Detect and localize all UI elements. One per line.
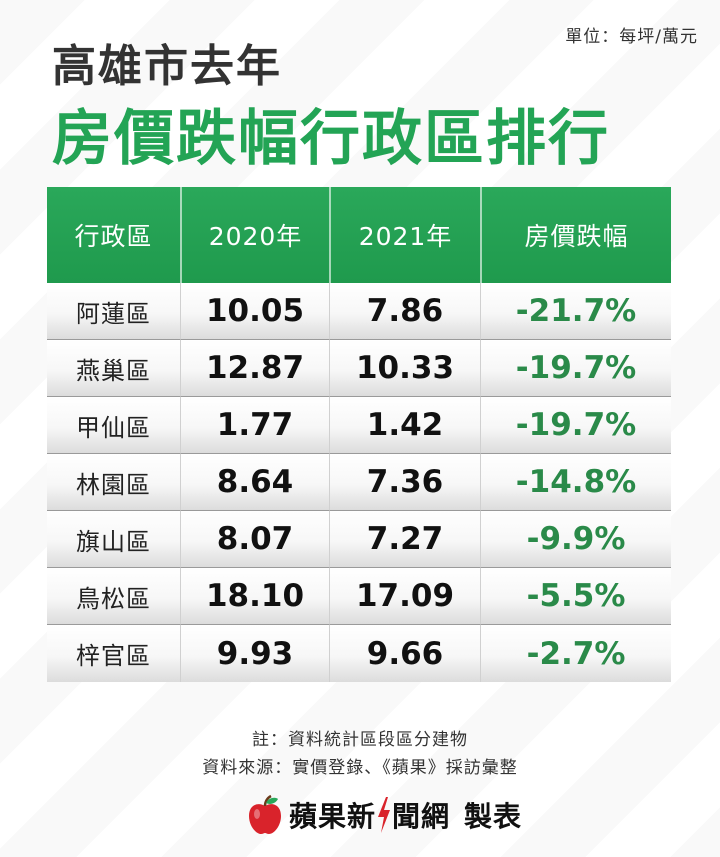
price-2021-cell: 7.86	[329, 283, 480, 340]
table-row: 鳥松區 18.10 17.09 -5.5%	[47, 568, 671, 625]
price-2020-cell: 8.64	[180, 454, 329, 511]
footnote: 註：資料統計區段區分建物	[252, 730, 468, 750]
district-cell: 鳥松區	[47, 568, 180, 625]
ranking-table: 行政區 2020年 2021年 房價跌幅 阿蓮區 10.05 7.86 -21.…	[47, 187, 671, 682]
change-cell: -2.7%	[480, 625, 671, 682]
table-header: 行政區 2020年 2021年 房價跌幅	[47, 187, 671, 283]
title-line2: 房價跌幅行政區排行	[52, 104, 610, 174]
table-row: 燕巢區 12.87 10.33 -19.7%	[47, 340, 671, 397]
district-cell: 燕巢區	[47, 340, 180, 397]
table-row: 甲仙區 1.77 1.42 -19.7%	[47, 397, 671, 454]
district-cell: 甲仙區	[47, 397, 180, 454]
change-cell: -14.8%	[480, 454, 671, 511]
district-cell: 梓官區	[47, 625, 180, 682]
brand-name-part2: 聞網	[392, 800, 451, 833]
source-note: 資料來源：實價登錄、《蘋果》採訪彙整	[202, 758, 518, 778]
lightning-bolt-icon	[378, 797, 391, 833]
made-label: 製表	[464, 800, 523, 833]
table-row: 梓官區 9.93 9.66 -2.7%	[47, 625, 671, 682]
title-line1: 高雄市去年	[52, 41, 282, 92]
brand-credit: 蘋果新 聞網 製表	[245, 790, 522, 840]
apple-logo-icon	[249, 794, 281, 834]
header-2020: 2020年	[180, 187, 329, 283]
price-2021-cell: 17.09	[329, 568, 480, 625]
price-2021-cell: 9.66	[329, 625, 480, 682]
table-row: 阿蓮區 10.05 7.86 -21.7%	[47, 283, 671, 340]
change-cell: -19.7%	[480, 397, 671, 454]
change-cell: -9.9%	[480, 511, 671, 568]
unit-label: 單位：每坪/萬元	[565, 27, 698, 47]
table-row: 林園區 8.64 7.36 -14.8%	[47, 454, 671, 511]
price-2020-cell: 1.77	[180, 397, 329, 454]
price-2020-cell: 10.05	[180, 283, 329, 340]
district-cell: 林園區	[47, 454, 180, 511]
price-2020-cell: 12.87	[180, 340, 329, 397]
change-cell: -5.5%	[480, 568, 671, 625]
change-cell: -19.7%	[480, 340, 671, 397]
price-2020-cell: 8.07	[180, 511, 329, 568]
header-2021: 2021年	[329, 187, 480, 283]
price-2020-cell: 9.93	[180, 625, 329, 682]
header-change: 房價跌幅	[480, 187, 671, 283]
change-cell: -21.7%	[480, 283, 671, 340]
header-district: 行政區	[47, 187, 180, 283]
district-cell: 阿蓮區	[47, 283, 180, 340]
table-row: 旗山區 8.07 7.27 -9.9%	[47, 511, 671, 568]
price-2021-cell: 10.33	[329, 340, 480, 397]
price-2021-cell: 7.36	[329, 454, 480, 511]
price-2021-cell: 1.42	[329, 397, 480, 454]
price-2021-cell: 7.27	[329, 511, 480, 568]
brand-name-part1: 蘋果新	[289, 800, 377, 833]
district-cell: 旗山區	[47, 511, 180, 568]
price-2020-cell: 18.10	[180, 568, 329, 625]
